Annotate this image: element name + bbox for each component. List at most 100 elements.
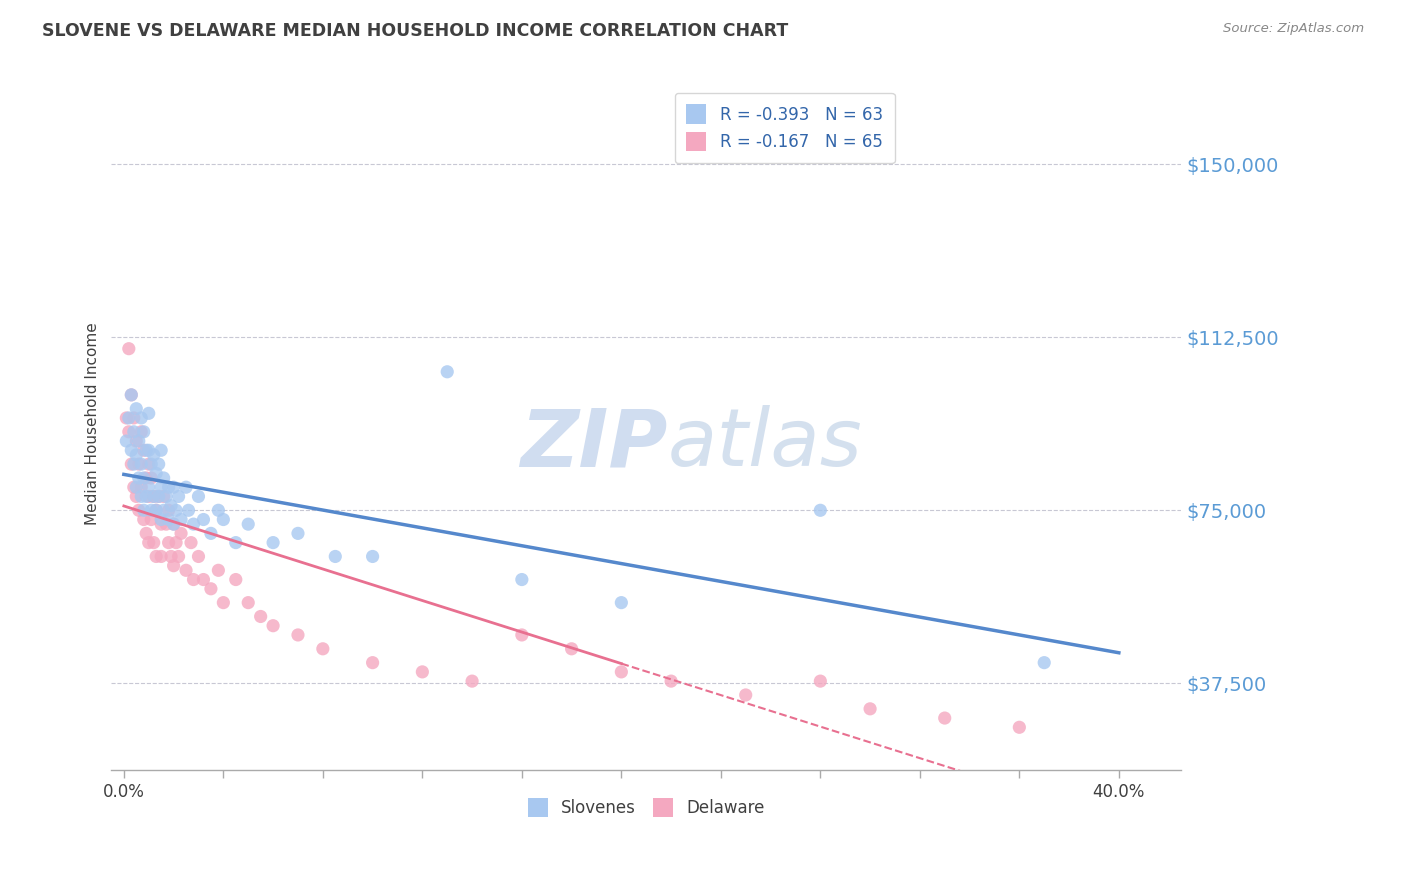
Point [150, 512, 173, 526]
Point [125, 401, 148, 416]
Point [138, 480, 160, 494]
Point [145, 467, 167, 481]
Point [187, 549, 209, 564]
Point [118, 425, 141, 439]
Point [142, 535, 165, 549]
Point [142, 490, 165, 504]
Point [155, 490, 177, 504]
Point [138, 406, 160, 420]
Point [128, 471, 150, 485]
Point [510, 573, 533, 587]
Point [183, 573, 205, 587]
Point [510, 628, 533, 642]
Point [120, 388, 142, 402]
Point [157, 503, 180, 517]
Point [436, 365, 458, 379]
Point [225, 535, 247, 549]
Point [262, 618, 284, 632]
Point [200, 582, 222, 596]
Point [155, 517, 177, 532]
Point [129, 457, 152, 471]
Point [129, 425, 152, 439]
Point [157, 535, 180, 549]
Point [461, 674, 484, 689]
Point [141, 512, 163, 526]
Point [167, 549, 190, 564]
Point [120, 443, 142, 458]
Point [141, 471, 163, 485]
Point [180, 535, 202, 549]
Point [610, 596, 633, 610]
Point [561, 641, 583, 656]
Point [129, 480, 152, 494]
Point [148, 457, 170, 471]
Point [115, 411, 138, 425]
Point [162, 558, 184, 573]
Point [249, 609, 271, 624]
Point [859, 702, 882, 716]
Point [734, 688, 756, 702]
Point [212, 512, 235, 526]
Point [808, 674, 831, 689]
Point [145, 503, 167, 517]
Point [193, 573, 215, 587]
Point [361, 656, 384, 670]
Point [142, 448, 165, 462]
Point [122, 480, 145, 494]
Point [170, 512, 193, 526]
Point [125, 480, 148, 494]
Point [132, 443, 155, 458]
Point [145, 549, 167, 564]
Y-axis label: Median Household Income: Median Household Income [86, 322, 100, 525]
Point [262, 535, 284, 549]
Point [183, 517, 205, 532]
Point [193, 512, 215, 526]
Point [934, 711, 956, 725]
Text: ZIP: ZIP [520, 406, 668, 483]
Point [141, 457, 163, 471]
Point [128, 457, 150, 471]
Point [135, 471, 157, 485]
Point [120, 457, 142, 471]
Point [162, 517, 184, 532]
Point [122, 425, 145, 439]
Point [122, 457, 145, 471]
Point [659, 674, 682, 689]
Point [141, 503, 163, 517]
Point [138, 490, 160, 504]
Point [138, 443, 160, 458]
Point [129, 411, 152, 425]
Point [125, 490, 148, 504]
Point [148, 490, 170, 504]
Point [323, 549, 346, 564]
Point [238, 596, 260, 610]
Point [238, 517, 260, 532]
Point [132, 471, 155, 485]
Point [312, 641, 335, 656]
Point [152, 503, 174, 517]
Point [177, 503, 200, 517]
Point [150, 517, 173, 532]
Point [135, 443, 157, 458]
Point [150, 443, 173, 458]
Point [1033, 656, 1056, 670]
Point [135, 490, 157, 504]
Point [808, 503, 831, 517]
Point [165, 503, 187, 517]
Point [125, 448, 148, 462]
Point [132, 503, 155, 517]
Point [118, 342, 141, 356]
Point [174, 563, 197, 577]
Point [160, 549, 183, 564]
Point [167, 490, 190, 504]
Point [207, 563, 229, 577]
Point [148, 490, 170, 504]
Point [170, 526, 193, 541]
Point [125, 434, 148, 448]
Point [165, 535, 187, 549]
Point [132, 512, 155, 526]
Point [152, 471, 174, 485]
Point [187, 490, 209, 504]
Point [200, 526, 222, 541]
Point [162, 480, 184, 494]
